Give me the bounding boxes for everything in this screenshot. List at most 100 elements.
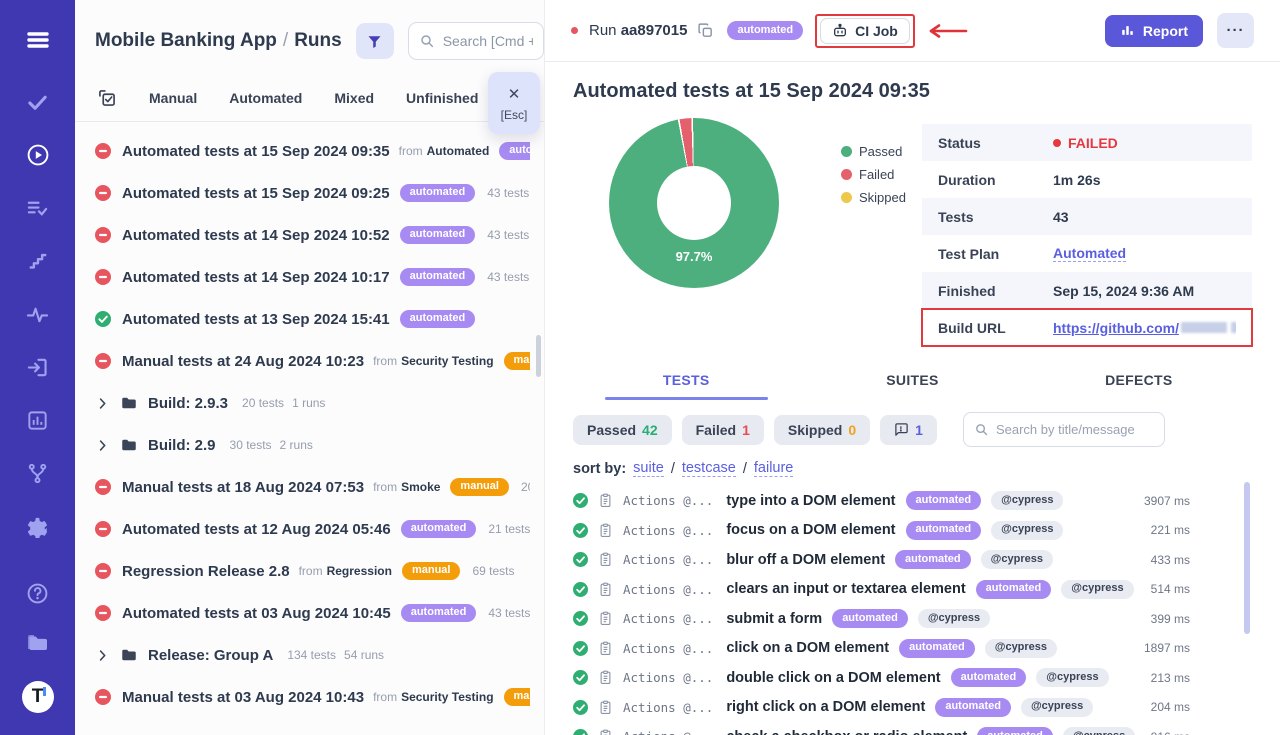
reports-icon[interactable] bbox=[26, 408, 50, 432]
filter-failed[interactable]: Failed 1 bbox=[681, 414, 764, 445]
runs-icon[interactable] bbox=[26, 143, 50, 167]
milestones-icon[interactable] bbox=[26, 249, 50, 273]
sort-by-testcase[interactable]: testcase bbox=[681, 460, 736, 477]
chevron-right-icon[interactable] bbox=[95, 438, 110, 453]
test-plan-link[interactable]: Automated bbox=[1053, 245, 1127, 262]
breadcrumb-project[interactable]: Mobile Banking App bbox=[95, 30, 277, 51]
chart-legend: Passed Failed Skipped bbox=[841, 144, 906, 205]
folder-tests-count: 134 tests bbox=[287, 648, 337, 662]
tab-suites[interactable]: SUITES bbox=[886, 372, 939, 388]
import-icon[interactable] bbox=[26, 355, 50, 379]
menu-icon[interactable] bbox=[26, 28, 50, 52]
run-detail-header: Run aa897015 automated CI Job Report ··· bbox=[545, 0, 1280, 62]
run-id-text: Run aa897015 bbox=[589, 22, 687, 39]
run-list-item[interactable]: Regression Release 2.8 from Regression m… bbox=[95, 550, 530, 592]
test-result-row[interactable]: Actions @... type into a DOM element aut… bbox=[573, 486, 1190, 516]
run-list-item[interactable]: Automated tests at 13 Sep 2024 15:41 aut… bbox=[95, 298, 530, 340]
run-type-badge: manual bbox=[401, 561, 461, 581]
run-from-plan: Automated bbox=[426, 144, 490, 158]
run-list-item[interactable]: Automated tests at 14 Sep 2024 10:17 aut… bbox=[95, 256, 530, 298]
sort-by-failure[interactable]: failure bbox=[753, 460, 794, 477]
tab-tests[interactable]: TESTS bbox=[573, 366, 799, 400]
passed-status-icon bbox=[573, 522, 588, 538]
skipped-dot-icon bbox=[841, 192, 852, 203]
test-result-row[interactable]: Actions @... right click on a DOM elemen… bbox=[573, 693, 1190, 723]
runs-search-box bbox=[407, 22, 544, 60]
tab-manual[interactable]: Manual bbox=[149, 89, 198, 106]
settings-gear-icon[interactable] bbox=[26, 514, 50, 538]
tab-unfinished[interactable]: Unfinished bbox=[406, 89, 479, 106]
chevron-right-icon[interactable] bbox=[95, 396, 110, 411]
run-list-item[interactable]: Manual tests at 24 Aug 2024 10:23 from S… bbox=[95, 340, 530, 382]
left-scrollbar[interactable] bbox=[536, 335, 541, 377]
run-group-folder[interactable]: Release: Group A 134 tests 54 runs bbox=[95, 634, 530, 676]
select-all-icon[interactable] bbox=[97, 88, 117, 108]
test-suite: Actions @... bbox=[623, 640, 714, 656]
test-tag: @cypress bbox=[1020, 697, 1094, 717]
folder-runs-count: 54 runs bbox=[344, 648, 385, 662]
branch-icon[interactable] bbox=[26, 461, 50, 485]
test-type-badge: automated bbox=[899, 638, 975, 658]
folder-tests-count: 20 tests bbox=[242, 396, 285, 410]
chevron-right-icon[interactable] bbox=[95, 648, 110, 663]
test-title: blur off a DOM element bbox=[726, 551, 886, 568]
run-list-item[interactable]: Automated tests at 03 Aug 2024 10:45 aut… bbox=[95, 592, 530, 634]
report-button[interactable]: Report bbox=[1104, 14, 1203, 47]
run-group-folder[interactable]: Build: 2.9.3 20 tests 1 runs bbox=[95, 382, 530, 424]
test-result-row[interactable]: Actions @... clears an input or textarea… bbox=[573, 575, 1190, 605]
run-list-item[interactable]: Automated tests at 15 Sep 2024 09:25 aut… bbox=[95, 172, 530, 214]
test-result-row[interactable]: Actions @... blur off a DOM element auto… bbox=[573, 545, 1190, 575]
ci-bot-icon bbox=[832, 23, 848, 39]
filter-passed[interactable]: Passed 42 bbox=[573, 414, 672, 445]
test-result-row[interactable]: Actions @... double click on a DOM eleme… bbox=[573, 663, 1190, 693]
tab-defects[interactable]: DEFECTS bbox=[1105, 372, 1173, 388]
annotation-box-ci-job: CI Job bbox=[815, 13, 915, 48]
sort-by-suite[interactable]: suite bbox=[633, 460, 664, 477]
run-title: Automated tests at 15 Sep 2024 09:35 bbox=[122, 142, 390, 160]
test-tag: @cypress bbox=[1061, 579, 1134, 599]
run-group-folder[interactable]: Build: 2.9 30 tests 2 runs bbox=[95, 424, 530, 466]
pulse-icon[interactable] bbox=[26, 302, 50, 326]
runs-search-input[interactable] bbox=[442, 33, 533, 49]
ci-job-button[interactable]: CI Job bbox=[820, 17, 910, 44]
breadcrumb-separator: / bbox=[282, 30, 289, 51]
app-logo[interactable]: T bbox=[21, 681, 54, 713]
test-title: click on a DOM element bbox=[726, 640, 890, 657]
run-list-item[interactable]: Automated tests at 14 Sep 2024 10:52 aut… bbox=[95, 214, 530, 256]
passed-status-icon bbox=[573, 552, 588, 568]
filter-comments[interactable]: 1 bbox=[880, 414, 937, 445]
test-duration: 213 ms bbox=[1150, 670, 1190, 685]
tests-value: 43 bbox=[1053, 208, 1069, 225]
projects-folder-icon[interactable] bbox=[26, 631, 50, 655]
tests-search-input[interactable] bbox=[995, 422, 1154, 437]
test-result-row[interactable]: Actions @... click on a DOM element auto… bbox=[573, 634, 1190, 664]
test-result-row[interactable]: Actions @... focus on a DOM element auto… bbox=[573, 516, 1190, 546]
test-result-row[interactable]: Actions @... submit a form automated @cy… bbox=[573, 604, 1190, 634]
tab-automated[interactable]: Automated bbox=[229, 89, 303, 106]
left-header: Mobile Banking App / Runs bbox=[75, 0, 544, 74]
tests-scrollbar[interactable] bbox=[1244, 482, 1250, 634]
run-detail-title: Automated tests at 15 Sep 2024 09:35 bbox=[573, 80, 930, 102]
copy-icon[interactable] bbox=[697, 22, 714, 39]
more-options-button[interactable]: ··· bbox=[1217, 13, 1254, 48]
test-plans-icon[interactable] bbox=[26, 196, 50, 220]
run-from-label: from bbox=[373, 690, 398, 704]
run-list-item[interactable]: Manual tests at 03 Aug 2024 10:43 from S… bbox=[95, 676, 530, 718]
help-icon[interactable] bbox=[26, 581, 50, 605]
test-result-row[interactable]: Actions @... check a checkbox or radio e… bbox=[573, 722, 1190, 735]
failed-status-icon bbox=[95, 269, 111, 285]
test-tag: @cypress bbox=[984, 638, 1058, 658]
filter-skipped[interactable]: Skipped 0 bbox=[773, 414, 871, 445]
run-list-item[interactable]: Automated tests at 12 Aug 2024 05:46 aut… bbox=[95, 508, 530, 550]
run-list-item[interactable]: Manual tests at 18 Aug 2024 07:53 from S… bbox=[95, 466, 530, 508]
test-cases-icon[interactable] bbox=[26, 90, 50, 114]
run-id: aa897015 bbox=[620, 22, 688, 39]
build-url-link[interactable]: https://github.com/ bbox=[1053, 320, 1236, 336]
filter-button[interactable] bbox=[355, 23, 394, 59]
run-from-plan: Security Testing bbox=[401, 690, 494, 704]
donut-percent-label: 97.7% bbox=[675, 249, 713, 264]
tab-mixed[interactable]: Mixed bbox=[334, 89, 375, 106]
close-esc-button[interactable]: ✕ [Esc] bbox=[488, 72, 540, 134]
failed-dot-icon bbox=[841, 169, 852, 180]
run-list-item[interactable]: Automated tests at 15 Sep 2024 09:35 fro… bbox=[95, 130, 530, 172]
